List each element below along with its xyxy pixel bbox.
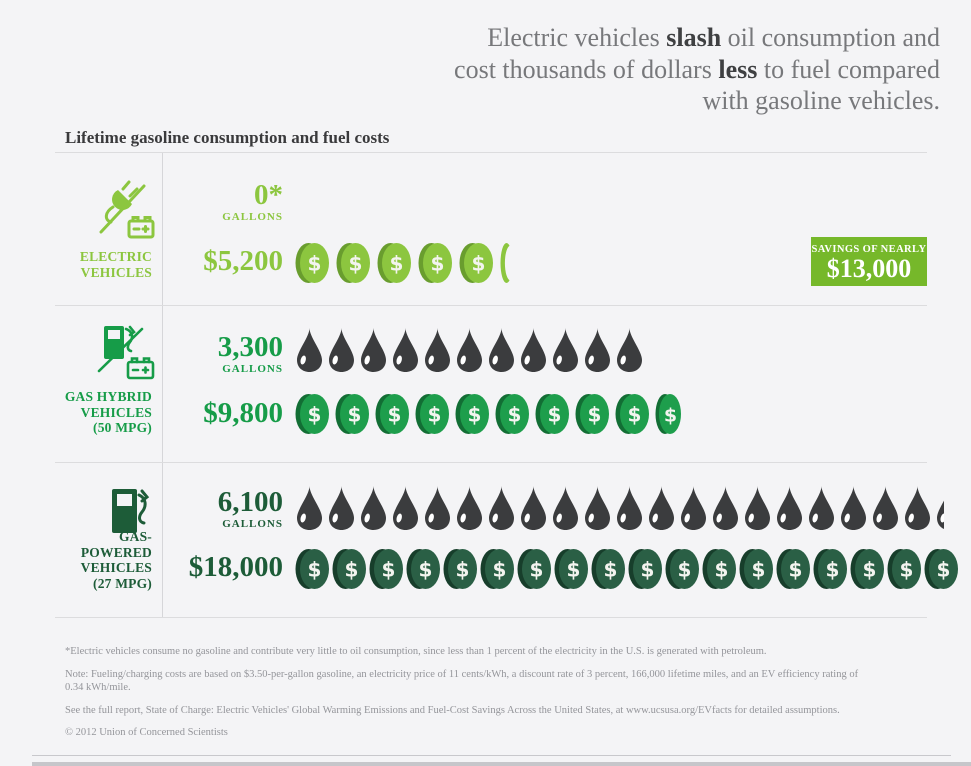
svg-text:$: $ (390, 252, 404, 276)
svg-text:$: $ (472, 252, 486, 276)
svg-text:$: $ (863, 558, 877, 582)
chart-title: Lifetime gasoline consumption and fuel c… (65, 128, 390, 147)
row-electric-label: ELECTRIC VEHICLES (79, 249, 152, 280)
hybrid-drop-icons (295, 327, 644, 373)
footnote-note: Note: Fueling/charging costs are based o… (65, 668, 859, 694)
svg-text:$: $ (428, 403, 442, 427)
svg-text:$: $ (468, 403, 482, 427)
footnote-report: See the full report, State of Charge: El… (65, 704, 840, 716)
divider-line (32, 755, 951, 756)
headline-line-2: cost thousands of dollars less to fuel c… (454, 54, 940, 84)
row-hybrid-category-cell: GAS HYBRID VEHICLES (50 MPG) (55, 306, 163, 462)
svg-text:$: $ (548, 403, 562, 427)
electric-coin-icons: $ $ $ $ $ (295, 242, 513, 284)
row-gas-label: GAS-POWERED VEHICLES (27 MPG) (80, 529, 152, 591)
svg-text:$: $ (752, 558, 766, 582)
svg-text:$: $ (530, 558, 544, 582)
footnotes: *Electric vehicles consume no gasoline a… (65, 645, 875, 749)
gas-pump-icon (104, 487, 150, 546)
gas-coin-icons: $ $ $ $ $ $ $ $ $ (295, 548, 959, 590)
row-electric-category-cell: ELECTRIC VEHICLES (55, 153, 163, 305)
gas-gallons-value: 6,100 GALLONS (217, 486, 283, 530)
hybrid-gallons-value: 3,300 GALLONS (217, 331, 283, 375)
svg-text:$: $ (715, 558, 729, 582)
savings-badge-label: SAVINGS OF NEARLY (811, 244, 927, 255)
svg-text:$: $ (345, 558, 359, 582)
svg-text:$: $ (628, 403, 642, 427)
hybrid-cost-value: $9,800 (203, 397, 283, 429)
svg-text:$: $ (588, 403, 602, 427)
electric-plug-battery-icon (94, 177, 156, 248)
svg-text:$: $ (508, 403, 522, 427)
row-gas-powered-vehicles: GAS-POWERED VEHICLES (27 MPG) 6,100 GALL… (55, 463, 958, 618)
row-gas-category-cell: GAS-POWERED VEHICLES (27 MPG) (55, 463, 163, 617)
svg-text:$: $ (431, 252, 445, 276)
bottom-bar (32, 762, 971, 766)
row-electric-vehicles: ELECTRIC VEHICLES 0* GALLONS $5,200 $ $ … (55, 153, 927, 306)
svg-text:$: $ (419, 558, 433, 582)
svg-text:$: $ (348, 403, 362, 427)
gas-pump-battery-icon (96, 322, 156, 389)
svg-text:$: $ (826, 558, 840, 582)
svg-text:$: $ (308, 252, 322, 276)
svg-text:$: $ (456, 558, 470, 582)
gas-drop-icons (295, 485, 944, 531)
svg-text:$: $ (493, 558, 507, 582)
savings-badge: SAVINGS OF NEARLY $13,000 (811, 237, 927, 286)
svg-text:$: $ (900, 558, 914, 582)
svg-text:$: $ (678, 558, 692, 582)
svg-text:$: $ (567, 558, 581, 582)
electric-gallons-value: 0* GALLONS (222, 179, 283, 223)
svg-text:$: $ (789, 558, 803, 582)
svg-text:$: $ (308, 558, 322, 582)
svg-text:$: $ (604, 558, 618, 582)
headline-line-1: Electric vehicles slash oil consumption … (487, 23, 940, 52)
row-gas-hybrid-vehicles: GAS HYBRID VEHICLES (50 MPG) 3,300 GALLO… (55, 306, 927, 463)
svg-text:$: $ (641, 558, 655, 582)
svg-text:$: $ (382, 558, 396, 582)
footnote-asterisk: *Electric vehicles consume no gasoline a… (65, 646, 767, 657)
headline-line-3: with gasoline vehicles. (702, 86, 940, 115)
headline: Electric vehicles slash oil consumption … (340, 22, 940, 117)
electric-cost-value: $5,200 (203, 245, 283, 277)
hybrid-coin-icons: $ $ $ $ $ $ $ $ $ (295, 393, 682, 435)
svg-text:$: $ (664, 405, 677, 427)
gas-cost-value: $18,000 (188, 551, 283, 583)
savings-badge-value: $13,000 (826, 254, 912, 283)
pictograph-table: ELECTRIC VEHICLES 0* GALLONS $5,200 $ $ … (55, 152, 958, 618)
copyright: © 2012 Union of Concerned Scientists (65, 727, 228, 738)
svg-text:$: $ (937, 558, 951, 582)
svg-text:$: $ (349, 252, 363, 276)
row-hybrid-label: GAS HYBRID VEHICLES (50 MPG) (64, 389, 152, 435)
svg-text:$: $ (388, 403, 402, 427)
svg-text:$: $ (308, 403, 322, 427)
